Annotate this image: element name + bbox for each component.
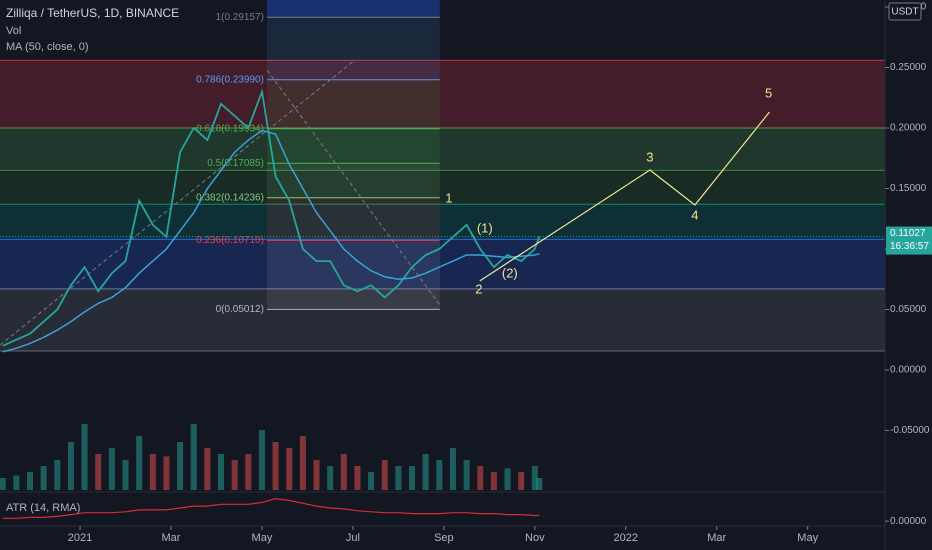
y-tick-label: -0.05000 (890, 425, 930, 436)
zone (0, 128, 885, 171)
ma-legend: MA (50, close, 0) (6, 41, 89, 53)
volume-bar (518, 472, 525, 490)
volume-bar (340, 454, 347, 490)
wave-projection (479, 111, 770, 282)
currency-label: USDT (891, 7, 918, 18)
volume-bar (313, 460, 320, 490)
atr-legend: ATR (14, RMA) (6, 502, 80, 514)
volume-bar (204, 448, 211, 490)
wave-label: (1) (477, 220, 493, 235)
volume-bar (395, 466, 402, 490)
currency-badge[interactable] (888, 2, 922, 21)
volume-bar (81, 424, 88, 490)
fib-band (266, 240, 440, 310)
volume-bar (536, 478, 543, 490)
volume-legend: Vol (6, 25, 21, 37)
zone (0, 204, 885, 240)
volume-bar (381, 460, 388, 490)
volume-bar (163, 456, 170, 490)
fib-band (266, 128, 440, 164)
volume-bar (490, 472, 497, 490)
volume-bar (531, 466, 538, 490)
fib-label: 0.382(0.14236) (196, 192, 264, 203)
volume-bar (327, 466, 334, 490)
price-line (2, 88, 541, 347)
last-price-label: 0.11027 (890, 228, 926, 239)
volume-bar (258, 430, 265, 490)
volume-bar (218, 454, 225, 490)
x-tick-label: Nov (525, 532, 545, 544)
x-tick-label: Jul (346, 532, 360, 544)
fib-band (266, 163, 440, 198)
fib-label: 1(0.29157) (216, 12, 264, 23)
volume-bar (54, 460, 61, 490)
atr-tick-label: 0.00000 (890, 516, 927, 527)
volume-bar (477, 466, 484, 490)
x-tick-label: 2021 (68, 532, 92, 544)
wave-label: (2) (502, 265, 518, 280)
ma-line (2, 129, 540, 353)
volume-bar (409, 466, 416, 490)
fib-label: 0.786(0.23990) (196, 74, 264, 85)
volume-bar (95, 454, 102, 490)
y-tick-label: 0.05000 (890, 304, 927, 315)
fib-box (266, 0, 440, 18)
wave-label: 2 (475, 281, 482, 296)
volume-bar (13, 475, 20, 490)
zone (0, 239, 885, 289)
fib-band (266, 17, 440, 80)
volume-bar (67, 442, 74, 490)
volume-bar (177, 442, 184, 490)
volume-bar (245, 454, 252, 490)
zone (0, 60, 885, 129)
x-tick-label: May (797, 532, 818, 544)
volume-bar (286, 448, 293, 490)
volume-bar (149, 454, 156, 490)
trend-line (0, 59, 356, 346)
volume-bar (449, 448, 456, 490)
y-tick-label: 0.20000 (890, 123, 927, 134)
volume-bar (190, 424, 197, 490)
wave-label: 1 (445, 190, 452, 205)
volume-bar (27, 472, 34, 490)
x-tick-label: Mar (162, 532, 181, 544)
fib-label: 0.236(0.10710) (196, 235, 264, 246)
volume-bar (368, 472, 375, 490)
volume-bar (0, 478, 6, 490)
volume-bar (108, 448, 115, 490)
zone (0, 170, 885, 205)
y-tick-label: 0.00000 (890, 365, 927, 376)
volume-bar (299, 436, 306, 490)
chart-title: Zilliqa / TetherUS, 1D, BINANCE (6, 6, 179, 20)
volume-bar (436, 460, 443, 490)
volume-bar (231, 460, 238, 490)
fib-band (266, 197, 440, 241)
last-price-badge (886, 226, 932, 255)
fib-label: 0.618(0.19934) (196, 123, 264, 134)
volume-bar (504, 468, 511, 490)
volume-bar (136, 436, 143, 490)
volume-bar (40, 466, 47, 490)
x-tick-label: 2022 (614, 532, 638, 544)
volume-bar (463, 460, 470, 490)
volume-bar (122, 460, 129, 490)
fib-label: 0.5(0.17085) (207, 158, 264, 169)
x-tick-label: Sep (434, 532, 454, 544)
wave-label: 4 (691, 207, 698, 222)
x-tick-label: Mar (707, 532, 726, 544)
atr-line (2, 497, 540, 519)
volume-bar (272, 442, 279, 490)
zone (0, 288, 885, 351)
volume-bar (354, 466, 361, 490)
y-tick-label: 0.25000 (890, 62, 927, 73)
wave-label: 5 (765, 85, 772, 100)
wave-label: 3 (646, 149, 653, 164)
x-tick-label: May (252, 532, 273, 544)
y-tick-label: 0.15000 (890, 183, 927, 194)
fib-band (266, 79, 440, 129)
fib-label: 0(0.05012) (216, 304, 264, 315)
countdown-label: 16:36:57 (890, 241, 929, 252)
volume-bar (422, 454, 429, 490)
